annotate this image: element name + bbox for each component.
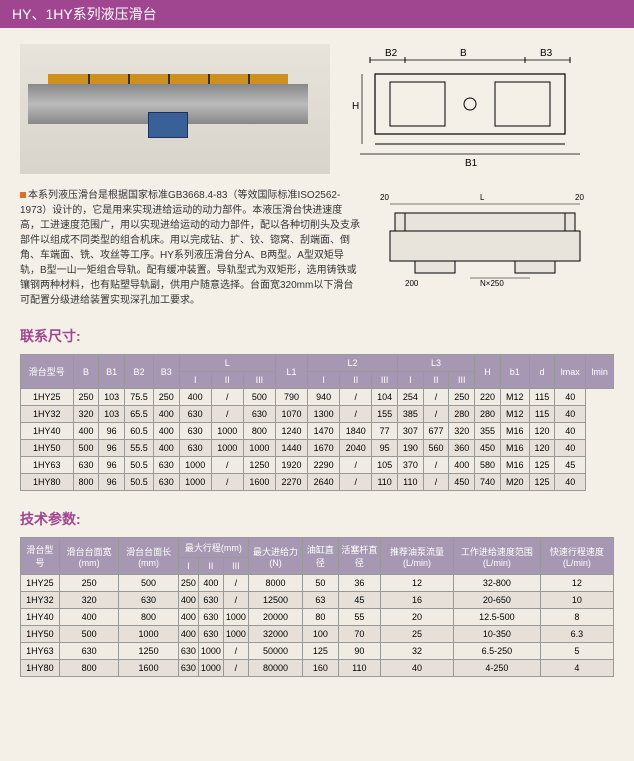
specs-table: 滑台型号 滑台台面宽(mm) 滑台台面长(mm) 最大行程(mm) 最大进给力(… <box>20 537 614 677</box>
description-block: 本系列液压滑台是根据国家标准GB3668.4-83（等效国际标准ISO2562-… <box>20 188 614 308</box>
table-row: 1HY3232010365.5400630/63010701300/155385… <box>21 406 614 423</box>
table-row: 1HY2525010375.5250400/500790940/104254/2… <box>21 389 614 406</box>
dimensions-table: 滑台型号 B B1 B2 B3 L L1 L2 L3 H b1 d lmax l… <box>20 354 614 491</box>
table-row: 1HY32320630400630/1250063451620-65010 <box>21 592 614 609</box>
table-row: 1HY636309650.56301000/125019202290/10537… <box>21 457 614 474</box>
table-row: 1HY4040080040063010002000080552012.5-500… <box>21 609 614 626</box>
svg-text:B: B <box>460 48 467 59</box>
table-row: 1HY6363012506301000/5000012590326.5-2505 <box>21 643 614 660</box>
section-title-dimensions: 联系尺寸: <box>20 326 614 346</box>
top-illustration-row: B2 B B3 B1 H <box>20 44 614 174</box>
product-photo <box>20 44 330 174</box>
col-model: 滑台型号 <box>21 355 74 389</box>
table-row: 1HY505001000400630100032000100702510-350… <box>21 626 614 643</box>
table-row: 1HY404009660.540063010008001240147018407… <box>21 423 614 440</box>
svg-text:N×250: N×250 <box>480 279 504 288</box>
table-row: 1HY8080016006301000/80000160110404-2504 <box>21 660 614 677</box>
bullet-icon <box>20 192 26 198</box>
svg-text:B1: B1 <box>465 158 478 169</box>
svg-text:20: 20 <box>575 193 584 202</box>
page-title: HY、1HY系列液压滑台 <box>0 0 634 28</box>
svg-text:L: L <box>480 193 485 202</box>
svg-text:20: 20 <box>380 193 389 202</box>
dimension-diagram-2: 20 L 20 N×250 200 <box>370 188 600 288</box>
svg-text:B2: B2 <box>385 48 398 59</box>
description-text: 本系列液压滑台是根据国家标准GB3668.4-83（等效国际标准ISO2562-… <box>20 188 360 308</box>
table-row: 1HY505009655.540063010001000144016702040… <box>21 440 614 457</box>
table-row: 1HY25250500250400/800050361232-80012 <box>21 575 614 592</box>
svg-text:200: 200 <box>405 279 419 288</box>
section-title-specs: 技术参数: <box>20 509 614 529</box>
dimension-diagram-1: B2 B B3 B1 H <box>340 44 600 174</box>
svg-text:B3: B3 <box>540 48 553 59</box>
content-area: B2 B B3 B1 H 本系列液压滑台是根据国家标准GB3 <box>0 28 634 707</box>
svg-text:H: H <box>352 101 359 112</box>
table-row: 1HY808009650.56301000/160022702640/11011… <box>21 474 614 491</box>
